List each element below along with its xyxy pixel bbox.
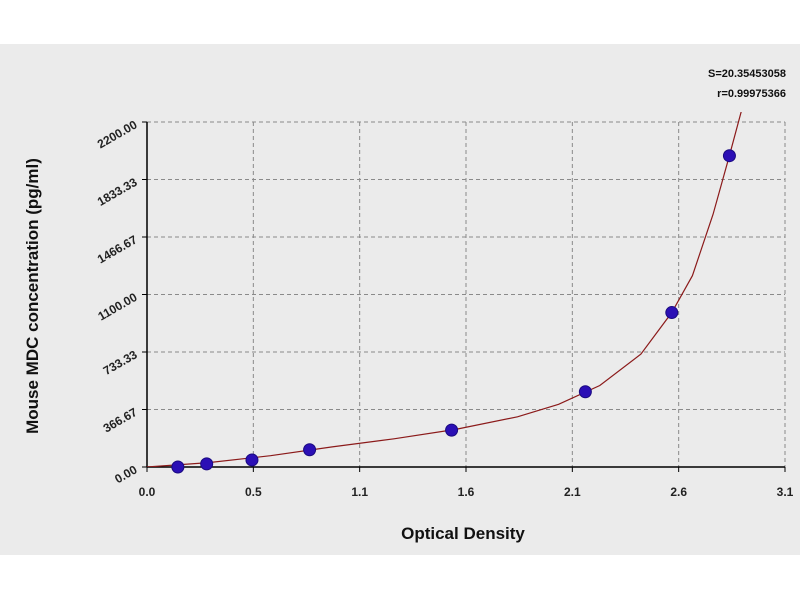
data-point: [200, 457, 214, 471]
chart-background-panel: [0, 44, 800, 555]
data-point: [445, 423, 459, 437]
y-tick-label: 0.00: [112, 462, 140, 486]
x-axis-title: Optical Density: [401, 524, 525, 543]
axes: [142, 121, 786, 472]
fit-curve: [147, 112, 742, 467]
y-axis-title: Mouse MDC concentration (pg/ml): [23, 158, 42, 434]
data-point: [722, 149, 736, 163]
s-statistic: S=20.35453058: [708, 68, 786, 80]
x-tick-label: 0.5: [245, 485, 262, 499]
x-tick-label: 0.0: [139, 485, 156, 499]
y-tick-label: 2200.00: [95, 117, 140, 151]
y-tick-label: 1833.33: [95, 175, 140, 209]
data-point: [171, 460, 185, 474]
y-tick-label: 733.33: [101, 347, 140, 378]
r-statistic: r=0.99975366: [717, 88, 786, 100]
data-point: [245, 453, 259, 467]
x-tick-label: 2.6: [670, 485, 687, 499]
x-tick-label: 3.1: [777, 485, 794, 499]
data-point: [578, 385, 592, 399]
x-tick-label: 2.1: [564, 485, 581, 499]
y-tick-label: 1100.00: [96, 290, 140, 324]
fit-curve-layer: [147, 112, 742, 467]
x-tick-label: 1.1: [351, 485, 368, 499]
tick-labels: 0.0 0.5 1.1 1.6 2.1 2.6 3.1 0.00 366.67 733.33 110…: [95, 117, 794, 499]
y-tick-label: 1466.67: [95, 232, 140, 266]
y-tick-label: 366.67: [101, 405, 140, 436]
grid-lines: [147, 121, 786, 467]
x-tick-label: 1.6: [458, 485, 475, 499]
data-points: [171, 149, 736, 474]
data-point: [665, 306, 679, 320]
data-point: [303, 443, 317, 457]
